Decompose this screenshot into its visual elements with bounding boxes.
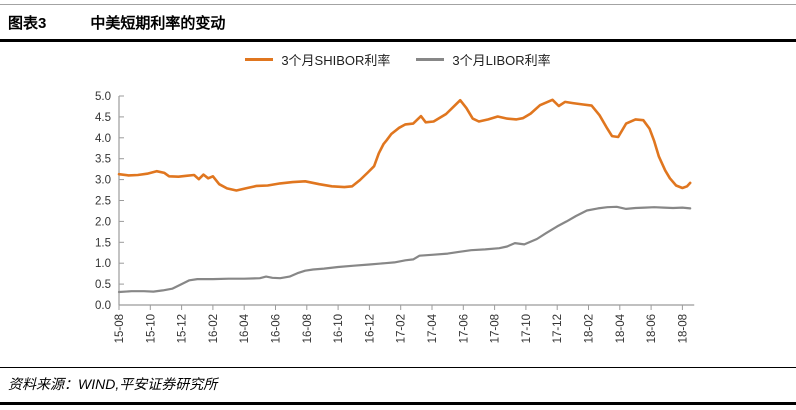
source-footer: 资料来源：WIND,平安证券研究所 xyxy=(0,367,796,399)
figure-header: 图表3 中美短期利率的变动 xyxy=(0,5,796,42)
chart-svg: 0.0 0.5 1.0 1.5 2.0 2.5 3.0 3.5 4.0 4.5 5.0 15-08 15… xyxy=(95,91,695,343)
series-line-1 xyxy=(117,205,692,294)
y-tick-label: 5.0 xyxy=(95,91,111,103)
x-tick-label: 18-06 xyxy=(646,314,658,343)
x-tick-label: 16-10 xyxy=(333,314,345,343)
x-tick-label: 15-12 xyxy=(177,314,189,343)
x-tick-label: 16-02 xyxy=(208,314,220,343)
y-tick-label: 2.0 xyxy=(95,216,111,228)
x-tick-label: 17-04 xyxy=(427,313,439,343)
legend-swatch xyxy=(245,58,274,61)
y-tick-label: 4.0 xyxy=(95,133,111,145)
x-tick-label: 18-02 xyxy=(584,314,596,343)
x-tick-label: 15-08 xyxy=(114,314,126,343)
legend-label: 3个月LIBOR利率 xyxy=(452,53,551,68)
y-tick-label: 2.5 xyxy=(95,196,111,208)
legend-label: 3个月SHIBOR利率 xyxy=(281,53,391,68)
x-tick-label: 16-12 xyxy=(364,314,376,343)
y-tick-label: 3.0 xyxy=(95,175,111,187)
figure-label: 图表3 xyxy=(8,15,47,32)
y-tick-label: 4.5 xyxy=(95,112,111,124)
y-tick-label: 1.0 xyxy=(95,258,111,270)
y-tick-label: 0.0 xyxy=(95,300,111,312)
x-tick-label: 17-02 xyxy=(396,314,408,343)
source-note: 资料来源：WIND,平安证券研究所 xyxy=(8,376,218,392)
x-tick-label: 17-06 xyxy=(458,314,470,343)
x-tick-label: 16-08 xyxy=(302,314,314,343)
x-tick-label: 17-12 xyxy=(552,314,564,343)
y-tick-label: 0.5 xyxy=(95,279,111,291)
legend-item: 3个月LIBOR利率 xyxy=(416,50,551,69)
y-tick-label: 3.5 xyxy=(95,154,111,166)
chart-area: 3个月SHIBOR利率 3个月LIBOR利率 0.0 0.5 1.0 1.5 2.0 2.5… xyxy=(0,42,796,360)
y-tick-label: 1.5 xyxy=(95,237,111,249)
x-tick-label: 18-04 xyxy=(615,313,627,343)
x-tick-label: 16-06 xyxy=(271,314,283,343)
x-tick-label: 15-10 xyxy=(145,314,157,343)
top-rule xyxy=(0,4,796,5)
chart-legend: 3个月SHIBOR利率 3个月LIBOR利率 xyxy=(0,50,796,69)
page-title: 中美短期利率的变动 xyxy=(90,15,226,32)
legend-item: 3个月SHIBOR利率 xyxy=(245,50,390,69)
x-tick-label: 17-10 xyxy=(521,314,533,343)
series-line-0 xyxy=(117,98,692,192)
legend-swatch xyxy=(416,58,445,61)
bottom-rule xyxy=(0,402,796,405)
x-tick-label: 17-08 xyxy=(490,314,502,343)
x-tick-label: 18-08 xyxy=(677,314,689,343)
x-tick-label: 16-04 xyxy=(239,313,251,343)
